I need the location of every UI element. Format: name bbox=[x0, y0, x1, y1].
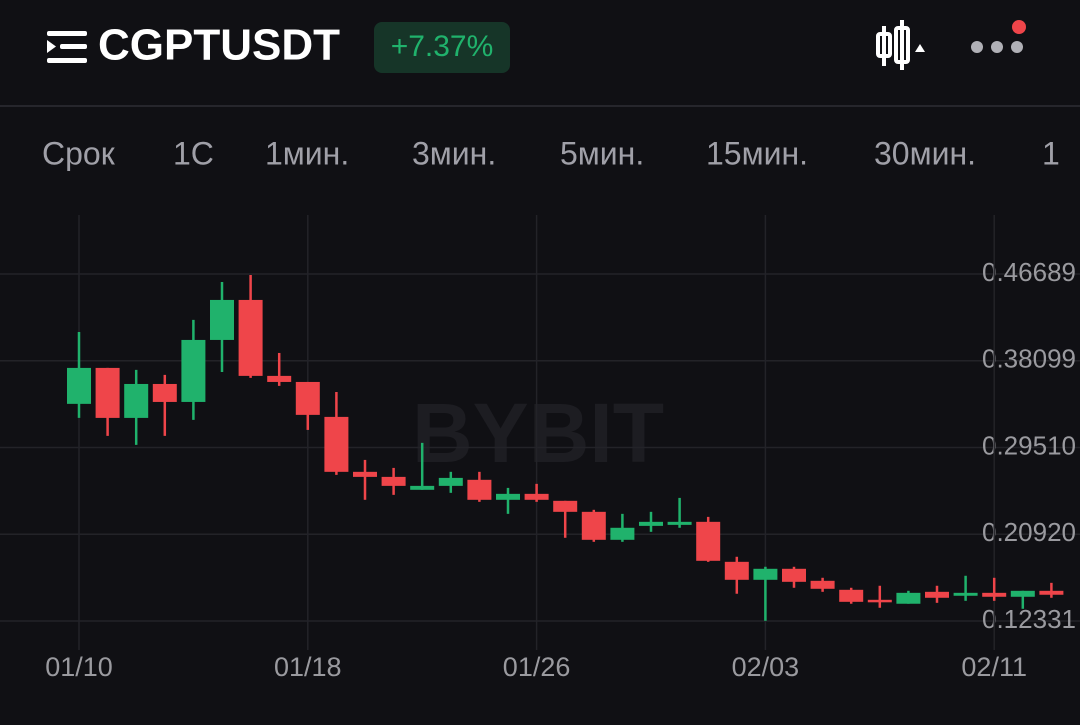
candle-body bbox=[839, 589, 864, 602]
symbol[interactable]: CGPTUSDT bbox=[98, 21, 340, 70]
x-tick-label: 02/03 bbox=[732, 652, 800, 682]
candle-body bbox=[696, 521, 721, 561]
timeframe[interactable]: 30мин. bbox=[874, 135, 976, 171]
candle-body bbox=[925, 591, 949, 598]
timeframe[interactable]: Срок bbox=[42, 135, 116, 171]
timeframe[interactable]: 15мин. bbox=[706, 135, 808, 171]
candle-body bbox=[181, 339, 206, 402]
candle-body bbox=[267, 375, 292, 382]
candle-body bbox=[953, 592, 978, 596]
candle-body bbox=[867, 599, 892, 603]
candle-body bbox=[610, 527, 635, 540]
candle-body bbox=[467, 479, 492, 500]
x-tick-label: 01/26 bbox=[503, 652, 571, 682]
candle-body bbox=[667, 521, 692, 525]
candle-body bbox=[1039, 590, 1064, 595]
y-tick-label: 0.12331 bbox=[982, 604, 1076, 634]
candle-body bbox=[982, 592, 1007, 597]
candle-body bbox=[95, 367, 120, 418]
candle-body bbox=[639, 521, 663, 526]
candle-body bbox=[810, 580, 835, 589]
candle-body bbox=[410, 485, 435, 490]
candle-body bbox=[438, 477, 463, 486]
candle-body bbox=[353, 471, 377, 477]
timeframe[interactable]: 5мин. bbox=[560, 135, 644, 171]
candle-body bbox=[753, 568, 778, 580]
candle-body bbox=[524, 493, 549, 500]
menu-icon[interactable] bbox=[47, 31, 87, 63]
change-badge bbox=[374, 22, 510, 73]
candle-body bbox=[381, 476, 406, 486]
y-tick-label: 0.46689 bbox=[982, 257, 1076, 287]
timeframe[interactable]: 1 bbox=[1042, 135, 1060, 171]
timeframes: Срок 1С 1мин. 3мин. 5мин. 15мин. 30мин. 1 bbox=[42, 135, 1060, 171]
timeframe[interactable]: 1С bbox=[173, 135, 214, 171]
candle-body bbox=[295, 381, 320, 415]
x-tick-label: 02/11 bbox=[961, 652, 1027, 682]
candle-body bbox=[896, 592, 921, 604]
candle-body bbox=[553, 500, 578, 512]
y-tick-label: 0.38099 bbox=[982, 344, 1076, 374]
candle-body bbox=[210, 299, 234, 340]
candle-body bbox=[724, 561, 749, 580]
candle-body bbox=[124, 383, 149, 418]
candle-body bbox=[238, 299, 263, 376]
chart: 0.46689 0.38099 0.29510 0.20920 0.12331 01/10… bbox=[0, 215, 1080, 682]
y-tick-label: 0.20920 bbox=[982, 517, 1076, 547]
timeframe[interactable]: 3мин. bbox=[412, 135, 496, 171]
watermark: BYBIT bbox=[412, 386, 664, 480]
y-tick-label: 0.29510 bbox=[982, 430, 1076, 460]
candle-body bbox=[67, 367, 91, 404]
change: +7.37% bbox=[391, 30, 494, 63]
x-tick-label: 01/10 bbox=[45, 652, 113, 682]
chart-type-icon[interactable] bbox=[876, 20, 925, 70]
candle-body bbox=[152, 383, 177, 402]
candle-body bbox=[496, 493, 520, 500]
more-icon[interactable] bbox=[971, 20, 1026, 53]
candle-body bbox=[1010, 590, 1035, 597]
candle-body bbox=[324, 416, 349, 472]
x-tick-label: 01/18 bbox=[274, 652, 342, 682]
candle-body bbox=[782, 568, 806, 582]
candle-body bbox=[581, 511, 606, 540]
timeframe[interactable]: 1мин. bbox=[265, 135, 349, 171]
